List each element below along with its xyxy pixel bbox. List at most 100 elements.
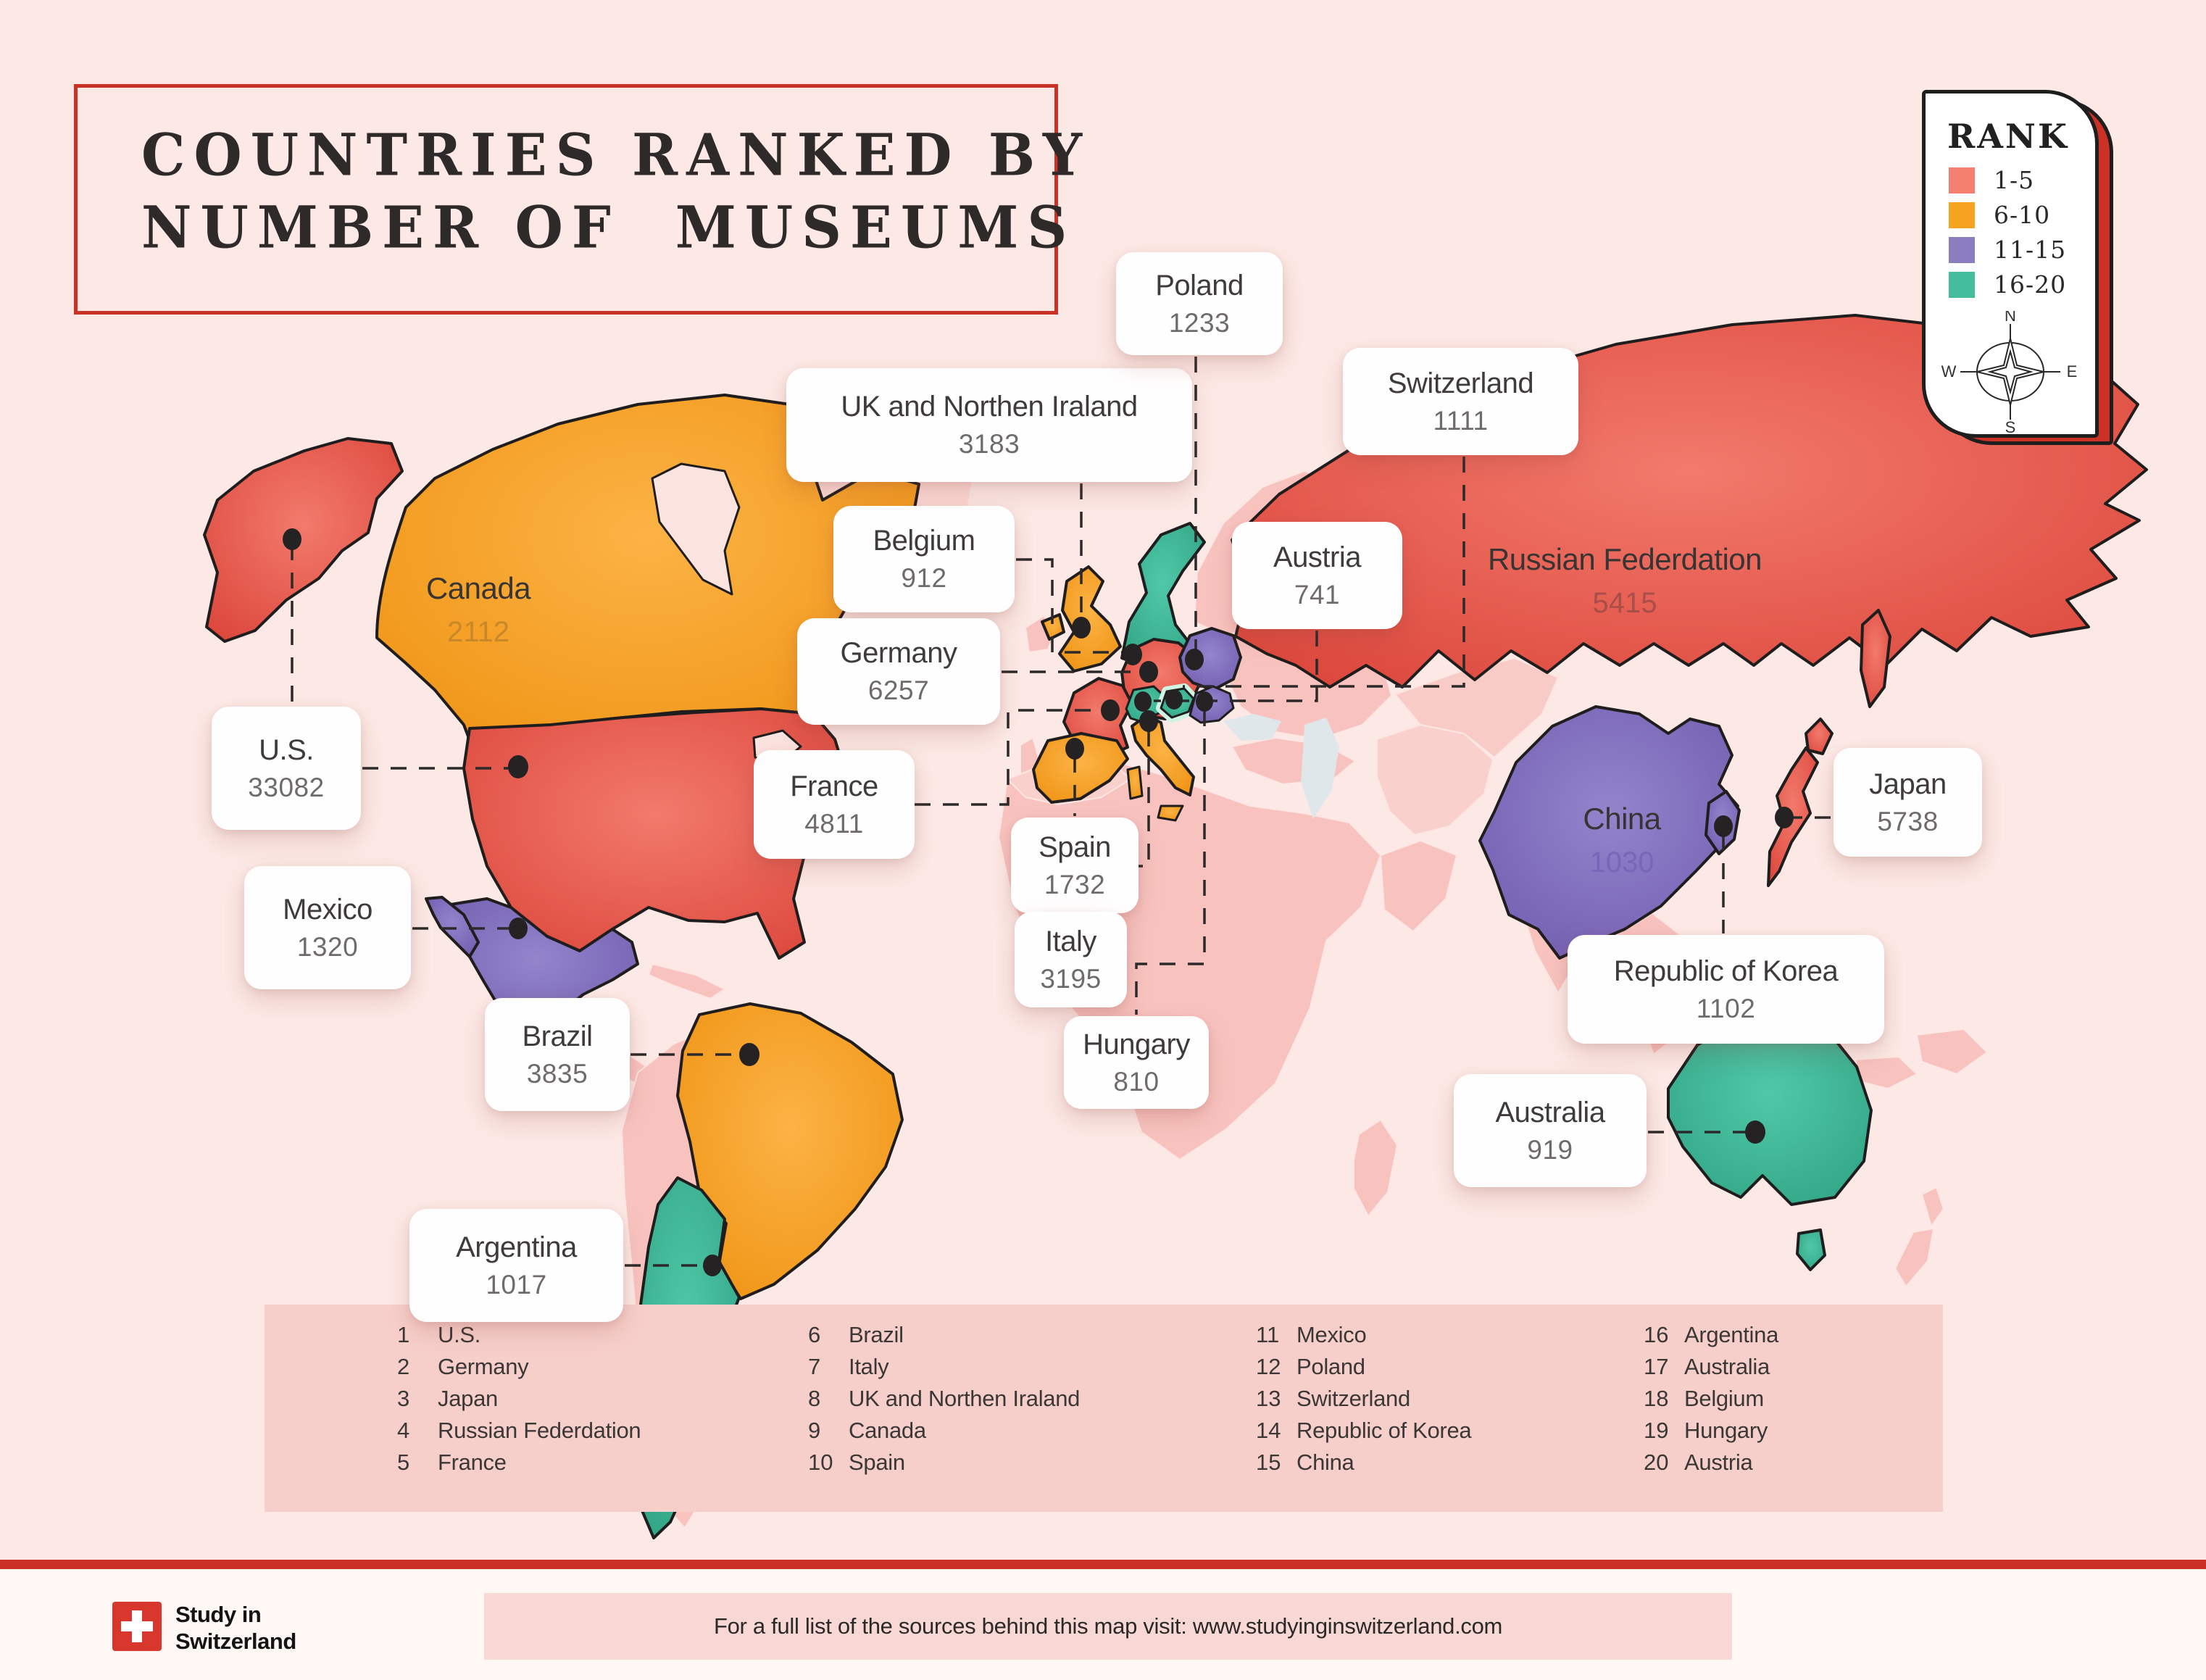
callout-germany: Germany 6257	[797, 618, 1000, 725]
rank-row-5: 5 France	[397, 1450, 507, 1475]
dot-italy	[1139, 710, 1158, 732]
title-box: COUNTRIES RANKED BY NUMBER OF MUSEUMS	[74, 84, 1082, 315]
dot-argentina	[703, 1255, 722, 1276]
dot-hungary	[1196, 691, 1213, 712]
rank-row-3: 3 Japan	[397, 1386, 498, 1411]
callout-us: U.S. 33082	[212, 707, 361, 830]
dot-poland	[1185, 649, 1204, 670]
leader-switzerland	[1183, 457, 1465, 688]
sea-black	[1223, 714, 1281, 741]
rank-row-15: 15 China	[1256, 1450, 1354, 1475]
callout-brazil: Brazil 3835	[485, 998, 630, 1111]
country-australia-tasmania	[1796, 1228, 1826, 1271]
hudson-bay	[651, 462, 741, 596]
ranking-column-3: 11 Mexico 12 Poland 13 Switzerland 14 Republ…	[1256, 1322, 1472, 1483]
ranking-panel: 1 U.S. 2 Germany 3 Japan 4 Russian Federdati…	[265, 1305, 1943, 1512]
rank-row-17: 17 Australia	[1644, 1354, 1770, 1379]
ranking-column-1: 1 U.S. 2 Germany 3 Japan 4 Russian Federdati…	[397, 1322, 641, 1483]
callout-belgium: Belgium 912	[833, 506, 1015, 612]
callout-italy: Italy 3195	[1015, 912, 1127, 1007]
dot-belgium	[1123, 644, 1142, 665]
callout-switzerland: Switzerland 1111	[1343, 348, 1578, 455]
compass-s: S	[2005, 418, 2016, 434]
leader-france	[915, 709, 1100, 806]
rank-row-4: 4 Russian Federdation	[397, 1418, 641, 1443]
callout-japan: Japan 5738	[1834, 748, 1982, 857]
map-label-russia: Russian Federdation 5415	[1487, 542, 1762, 619]
rank-row-8: 8 UK and Northen Iraland	[808, 1386, 1081, 1411]
country-us-alaska	[203, 437, 404, 643]
dot-uk	[1072, 617, 1091, 639]
rank-row-2: 2 Germany	[397, 1354, 529, 1379]
callout-poland: Poland 1233	[1116, 252, 1283, 355]
country-italy-sardinia	[1126, 765, 1144, 800]
footer-divider	[0, 1560, 2206, 1569]
swiss-cross-icon	[112, 1602, 162, 1651]
land-new-guinea	[1915, 1028, 1989, 1076]
callout-uk: UK and Northen Iraland 3183	[786, 368, 1192, 482]
dot-us	[508, 755, 528, 778]
rank-row-13: 13 Switzerland	[1256, 1386, 1410, 1411]
footer: Study in Switzerland For a full list of …	[0, 1569, 2206, 1680]
compass-e: E	[2067, 362, 2078, 381]
legend-item-6-10: 6-10	[1949, 201, 2050, 229]
leader-hungary	[1135, 710, 1206, 1015]
leader-lines	[291, 357, 1831, 1267]
title-line-1: COUNTRIES RANKED BY	[141, 120, 1091, 189]
country-russia-sakhalin	[1860, 609, 1891, 708]
callout-hungary: Hungary 810	[1064, 1016, 1209, 1109]
title-line-2: NUMBER OF MUSEUMS	[141, 193, 1076, 262]
rank-row-7: 7 Italy	[808, 1354, 889, 1379]
rank-row-10: 10 Spain	[808, 1450, 905, 1475]
rank-row-1: 1 U.S.	[397, 1322, 481, 1347]
compass-n: N	[2005, 311, 2016, 325]
callout-korea: Republic of Korea 1102	[1568, 935, 1884, 1044]
callout-australia: Australia 919	[1454, 1074, 1647, 1187]
legend-heading: RANK	[1947, 117, 2069, 156]
country-uk	[1058, 565, 1122, 673]
dot-korea	[1714, 815, 1733, 837]
legend-swatch-6-10	[1949, 201, 1975, 228]
callout-mexico: Mexico 1320	[244, 866, 411, 989]
country-uk-northern-ireland	[1041, 613, 1065, 641]
dot-france	[1101, 699, 1120, 721]
sea-caspian	[1301, 718, 1339, 819]
rank-row-12: 12 Poland	[1256, 1354, 1365, 1379]
ranking-column-4: 16 Argentina 17 Australia 18 Belgium 19 Hung…	[1644, 1322, 1779, 1483]
map-label-canada: Canada 2112	[425, 571, 531, 648]
land-cuba	[647, 962, 727, 1000]
source-banner: For a full list of the sources behind th…	[484, 1593, 1732, 1660]
land-indonesia-3	[1854, 1055, 1918, 1090]
dot-mexico	[509, 918, 528, 939]
callout-austria: Austria 741	[1232, 522, 1402, 629]
dot-switzerland	[1134, 691, 1152, 712]
dot-germany	[1139, 661, 1158, 683]
map-label-china: China 1030	[1583, 802, 1661, 878]
country-italy-sicily	[1157, 804, 1184, 822]
country-brazil	[676, 1002, 904, 1300]
country-mexico-baja	[425, 896, 480, 958]
legend-swatch-16-20	[1949, 271, 1975, 298]
legend-item-16-20: 16-20	[1949, 270, 2066, 299]
inland-seas	[1223, 714, 1339, 819]
rank-row-11: 11 Mexico	[1256, 1322, 1367, 1347]
rank-row-16: 16 Argentina	[1644, 1322, 1779, 1347]
dot-us-alaska	[283, 528, 301, 550]
ranking-column-2: 6 Brazil 7 Italy 8 UK and Northen Iraland 9…	[808, 1322, 1081, 1483]
country-japan-hokkaido	[1805, 718, 1834, 755]
dot-brazil	[739, 1043, 759, 1066]
compass-rose-icon: N S W E	[1941, 311, 2078, 434]
legend-card: RANK 1-5 6-10 11-15 16-20 N	[1922, 90, 2099, 438]
rank-row-14: 14 Republic of Korea	[1256, 1418, 1472, 1443]
callout-argentina: Argentina 1017	[409, 1209, 623, 1322]
callout-spain: Spain 1732	[1011, 818, 1139, 913]
rank-row-9: 9 Canada	[808, 1418, 926, 1443]
land-new-zealand-south	[1894, 1227, 1935, 1288]
country-dots	[283, 528, 1794, 1276]
legend-swatch-1-5	[1949, 167, 1975, 194]
source-text: For a full list of the sources behind th…	[713, 1613, 1503, 1639]
rank-row-6: 6 Brazil	[808, 1322, 904, 1347]
footer-logo-text: Study in Switzerland	[175, 1602, 296, 1654]
